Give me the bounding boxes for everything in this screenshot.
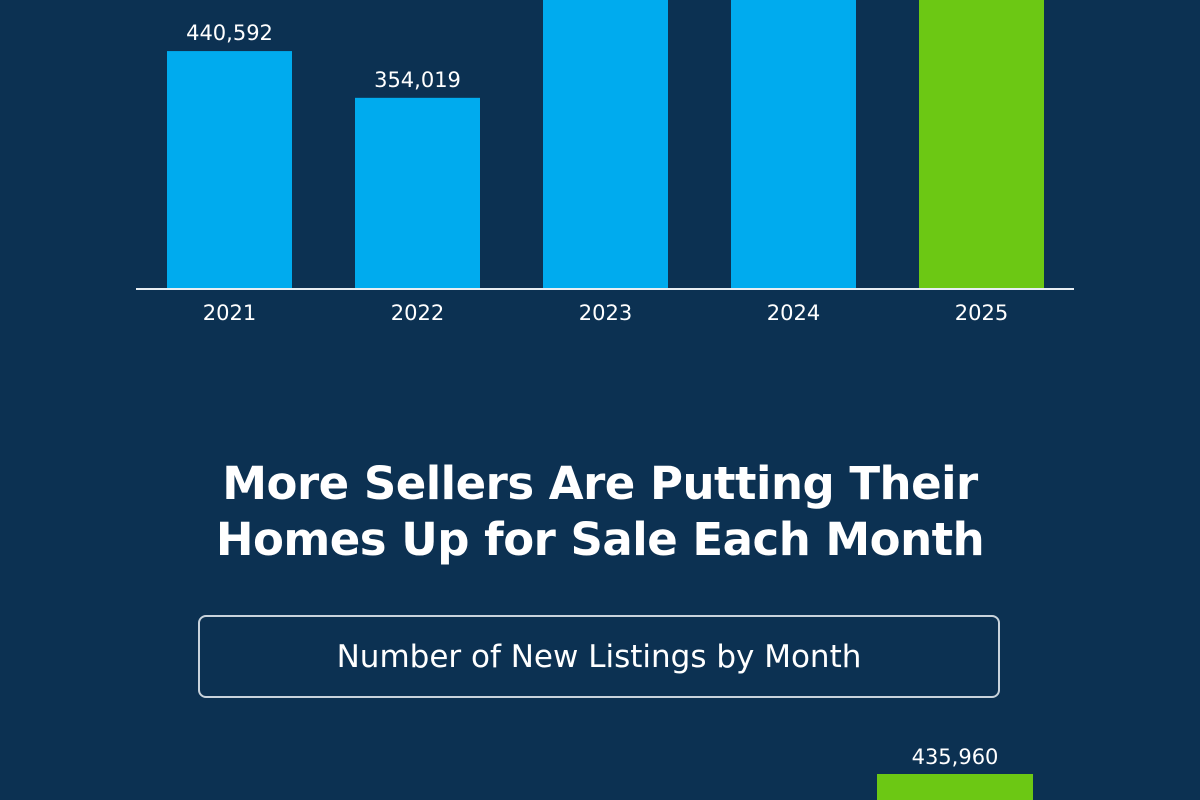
bar-2022 <box>355 97 480 289</box>
data-label-2022: 354,019 <box>374 68 461 92</box>
bar-2021 <box>167 51 292 289</box>
bar-2025 <box>919 0 1044 289</box>
headline-line-1: More Sellers Are Putting Their <box>222 457 978 510</box>
data-labels-group: 435,960 <box>912 745 999 769</box>
tick-label-2021: 2021 <box>203 301 256 325</box>
tick-label-2024: 2024 <box>767 301 820 325</box>
monthly-bar-0 <box>877 774 1033 800</box>
bar-2023 <box>543 0 668 289</box>
chart-subtitle: Number of New Listings by Month <box>336 638 862 675</box>
chart-subtitle-box: Number of New Listings by Month <box>198 615 1000 698</box>
bar-2024 <box>731 0 856 289</box>
tick-label-2023: 2023 <box>579 301 632 325</box>
monthly-data-label-0: 435,960 <box>912 745 999 769</box>
headline: More Sellers Are Putting Their Homes Up … <box>0 456 1200 568</box>
data-label-2021: 440,592 <box>186 21 273 45</box>
headline-line-2: Homes Up for Sale Each Month <box>215 513 985 566</box>
monthly-listings-chart: 435,960 <box>877 745 1033 800</box>
bars-group <box>167 0 1044 289</box>
tick-label-2022: 2022 <box>391 301 444 325</box>
tick-label-2025: 2025 <box>955 301 1008 325</box>
bars-group <box>877 774 1033 800</box>
x-tick-labels-group: 2021 2022 2023 2024 2025 <box>203 301 1008 325</box>
